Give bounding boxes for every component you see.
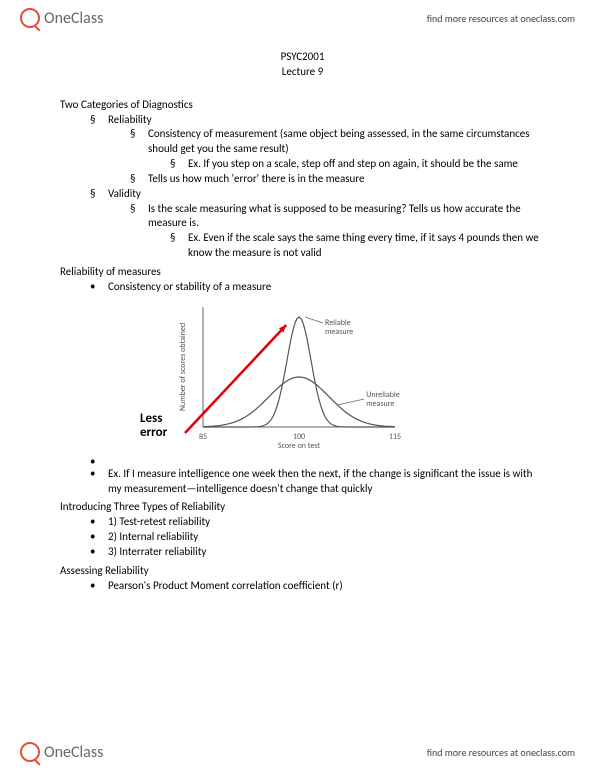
document-body: PSYC2001 Lecture 9 Two Categories of Dia… — [60, 50, 545, 593]
reliability-error: § Tells us how much 'error' there is in … — [130, 172, 545, 187]
assessing-heading: Assessing Reliability — [60, 564, 545, 579]
brand-logo: OneClass — [20, 8, 103, 28]
dot-bullet-icon: • — [90, 579, 108, 594]
reliability-item: § Reliability — [90, 113, 545, 128]
reliability-chart: Lesserror 85100115Score on testNumber of… — [140, 301, 545, 451]
course-code: PSYC2001 — [60, 50, 545, 65]
svg-text:measure: measure — [366, 399, 394, 409]
dot-bullet-icon: • — [90, 515, 108, 530]
intelligence-example: • Ex. If I measure intelligence one week… — [90, 467, 545, 497]
svg-text:115: 115 — [389, 432, 401, 442]
reliability-example: § Ex. If you step on a scale, step off a… — [170, 157, 545, 172]
resources-link-bottom[interactable]: find more resources at oneclass.com — [427, 746, 575, 759]
diagnostics-heading: Two Categories of Diagnostics — [60, 98, 545, 113]
section-mark-icon: § — [130, 127, 148, 157]
svg-text:Score on test: Score on test — [278, 441, 321, 451]
logo-text: OneClass — [44, 9, 103, 28]
empty-bullet: • — [90, 455, 545, 467]
less-error-label: Lesserror — [140, 412, 167, 441]
dot-bullet-icon: • — [90, 455, 108, 467]
validity-question: § Is the scale measuring what is suppose… — [130, 202, 545, 232]
section-mark-icon: § — [130, 202, 148, 232]
dot-bullet-icon: • — [90, 545, 108, 560]
three-types-heading: Introducing Three Types of Reliability — [60, 500, 545, 515]
type-internal: • 2) Internal reliability — [90, 530, 545, 545]
logo-icon — [20, 742, 40, 762]
svg-text:measure: measure — [325, 327, 353, 337]
resources-link-top[interactable]: find more resources at oneclass.com — [427, 12, 575, 25]
section-mark-icon: § — [170, 157, 188, 172]
title-block: PSYC2001 Lecture 9 — [60, 50, 545, 80]
dot-bullet-icon: • — [90, 530, 108, 545]
section-mark-icon: § — [90, 187, 108, 202]
section-mark-icon: § — [170, 231, 188, 261]
reliability-measures-heading: Reliability of measures — [60, 265, 545, 280]
footer-bar: OneClass find more resources at oneclass… — [0, 734, 595, 770]
validity-item: § Validity — [90, 187, 545, 202]
logo-text: OneClass — [44, 743, 103, 762]
type-test-retest: • 1) Test-retest reliability — [90, 515, 545, 530]
svg-text:Number of scores obtained: Number of scores obtained — [178, 323, 188, 411]
dot-bullet-icon: • — [90, 280, 108, 295]
type-interrater: • 3) Interrater reliability — [90, 545, 545, 560]
validity-example: § Ex. Even if the scale says the same th… — [170, 231, 545, 261]
consistency-stability: • Consistency or stability of a measure — [90, 280, 545, 295]
pearson-item: • Pearson's Product Moment correlation c… — [90, 579, 545, 594]
lecture-number: Lecture 9 — [60, 65, 545, 80]
reliability-label: Reliability — [108, 113, 545, 128]
dot-bullet-icon: • — [90, 467, 108, 497]
reliability-consistency: § Consistency of measurement (same objec… — [130, 127, 545, 157]
section-mark-icon: § — [90, 113, 108, 128]
logo-icon — [20, 8, 40, 28]
svg-text:85: 85 — [199, 432, 207, 442]
section-mark-icon: § — [130, 172, 148, 187]
validity-label: Validity — [108, 187, 545, 202]
header-bar: OneClass find more resources at oneclass… — [0, 0, 595, 36]
bell-curve-chart: 85100115Score on testNumber of scores ob… — [175, 301, 405, 451]
brand-logo-footer: OneClass — [20, 742, 103, 762]
